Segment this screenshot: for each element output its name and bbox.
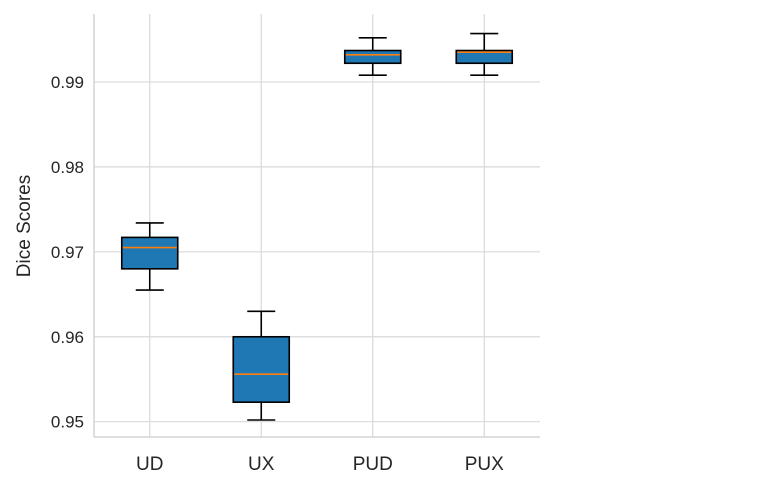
y-tick-label: 0.98 xyxy=(51,158,84,177)
grid-lines xyxy=(94,14,540,437)
y-tick-label: 0.97 xyxy=(51,243,84,262)
box-iqr xyxy=(232,335,291,403)
box-ux xyxy=(232,310,291,421)
y-tick-label: 0.96 xyxy=(51,328,84,347)
x-tick-labels: UD UX PUD PUX xyxy=(136,454,504,475)
y-tick-label: 0.95 xyxy=(51,413,84,432)
x-tick-label: PUD xyxy=(353,454,393,475)
box-pux xyxy=(455,32,514,76)
y-axis-label: Dice Scores xyxy=(14,175,35,277)
box-iqr xyxy=(455,49,514,65)
x-tick-label: UX xyxy=(248,454,275,475)
axes xyxy=(93,14,540,438)
box-iqr xyxy=(120,236,179,270)
boxes xyxy=(120,32,514,421)
x-tick-label: UD xyxy=(136,454,163,475)
box-pud xyxy=(343,36,402,76)
y-tick-label: 0.99 xyxy=(51,73,84,92)
box-ud xyxy=(120,222,179,291)
x-tick-label: PUX xyxy=(465,454,504,475)
y-tick-labels: 0.95 0.96 0.97 0.98 0.99 xyxy=(51,73,84,432)
box-iqr xyxy=(343,49,402,65)
